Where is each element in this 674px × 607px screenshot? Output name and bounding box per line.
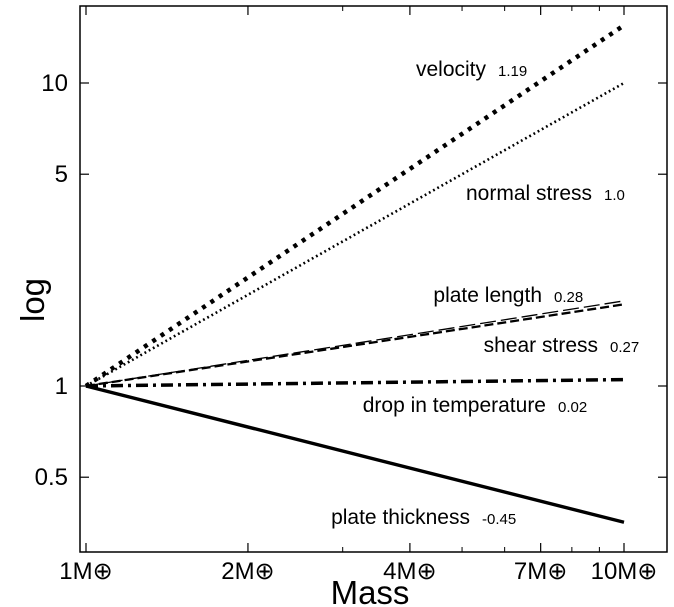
series-name-label: plate thickness — [331, 506, 470, 529]
y-axis-title: log — [14, 278, 51, 322]
series-slope-label: -0.45 — [482, 511, 516, 528]
series-line-drop-in-temperature — [85, 377, 625, 388]
x-tick-label: 10M⊕ — [591, 558, 658, 585]
axis-ticks — [80, 6, 667, 552]
series-name-label: plate length — [433, 284, 542, 307]
series-name-label: normal stress — [466, 182, 592, 205]
series-slope-label: 0.27 — [610, 339, 639, 356]
x-tick-label: 7M⊕ — [514, 558, 567, 585]
series-lines — [84, 23, 626, 524]
series-line-normal-stress — [85, 81, 625, 388]
series-name-label: velocity — [416, 58, 487, 81]
series-name-label: shear stress — [484, 334, 598, 357]
x-tick-label: 4M⊕ — [383, 558, 436, 585]
series-line-velocity — [84, 23, 626, 388]
series-name-label: drop in temperature — [363, 394, 546, 417]
y-tick-label: 10 — [41, 70, 68, 97]
series-labels: velocity 1.19 normal stress 1.0 plate length… — [331, 58, 639, 529]
series-slope-label: 0.28 — [554, 289, 583, 306]
tick-labels: 1M⊕ 2M⊕ 4M⊕ 7M⊕ 10M⊕ 0.5 1 5 10 — [35, 70, 658, 585]
x-tick-label: 1M⊕ — [59, 558, 112, 585]
x-tick-label: 2M⊕ — [221, 558, 274, 585]
y-tick-label: 1 — [55, 373, 68, 400]
series-slope-label: 1.19 — [498, 63, 527, 80]
series-line-plate-length — [85, 300, 625, 387]
y-tick-label: 5 — [55, 161, 68, 188]
series-slope-label: 1.0 — [604, 187, 625, 204]
series-line-plate-thickness — [85, 384, 625, 524]
series-slope-label: 0.02 — [558, 399, 587, 416]
x-axis-title: Mass — [331, 574, 410, 607]
plot-frame — [79, 5, 668, 553]
y-tick-label: 0.5 — [35, 464, 68, 491]
